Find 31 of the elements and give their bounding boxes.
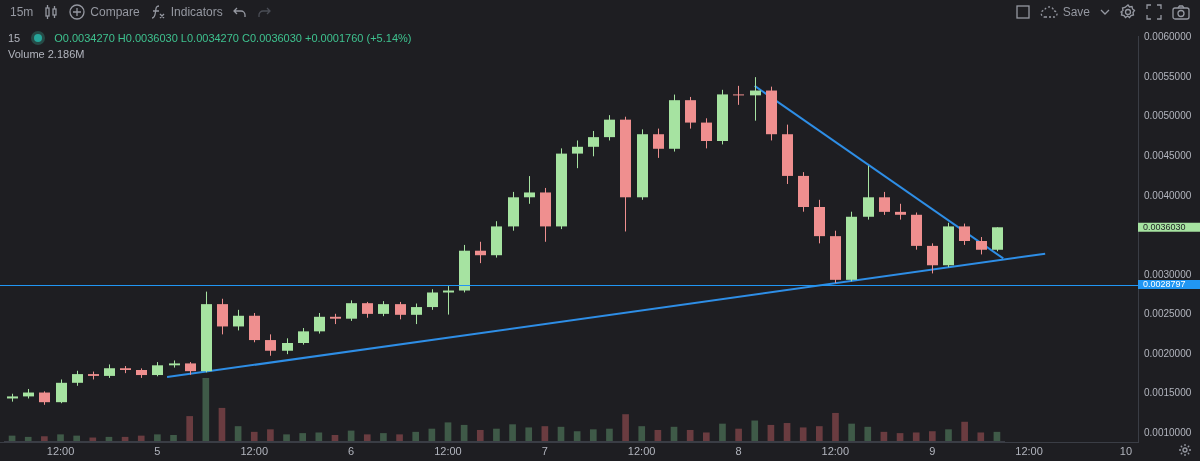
x-tick-label: 7	[541, 444, 548, 457]
x-tick-label: 9	[929, 444, 936, 457]
text: Compare	[90, 5, 140, 19]
annotation: O0.0034270 H0.0036030 L0.0034270 C0.0036030 +0.0001760 (+5.14%)	[54, 32, 412, 44]
y-tick-label: 0.0050000	[1144, 110, 1192, 122]
y-tick-label: 0.0055000	[1144, 70, 1192, 82]
y-tick-label: 0.0010000	[1144, 427, 1192, 439]
ref-line-label: 0.0028797	[1143, 279, 1186, 290]
text: Indicators	[170, 5, 223, 19]
x-tick-label: 5	[154, 444, 161, 457]
y-tick-label: 0.0030000	[1144, 268, 1192, 280]
y-tick-label: 0.0060000	[1144, 31, 1192, 43]
y-tick-label: 0.0025000	[1144, 308, 1192, 320]
x-tick-label: 12:00	[1015, 444, 1043, 457]
y-tick-label: 0.0045000	[1144, 150, 1192, 162]
y-tick-label: 0.0040000	[1144, 189, 1192, 201]
y-tick-label: 0.0020000	[1144, 347, 1192, 359]
x-tick-label: 12:00	[627, 444, 656, 457]
y-tick-label: 0.0015000	[1144, 387, 1192, 399]
x-tick-label: 6	[348, 444, 355, 457]
x-tick-label: 12:00	[821, 444, 850, 457]
annotation: Volume 2.186M	[8, 48, 85, 60]
text: 15m	[10, 5, 34, 19]
x-tick-label: 12:00	[240, 444, 268, 457]
x-tick-label: 12:00	[46, 444, 75, 457]
text: 0.0036030	[1143, 221, 1186, 232]
x-tick-label: 8	[735, 444, 742, 457]
x-tick-label: 10	[1119, 444, 1133, 457]
annotation: 15	[8, 32, 21, 44]
text: Save	[1062, 5, 1090, 19]
x-tick-label: 12:00	[434, 444, 462, 457]
